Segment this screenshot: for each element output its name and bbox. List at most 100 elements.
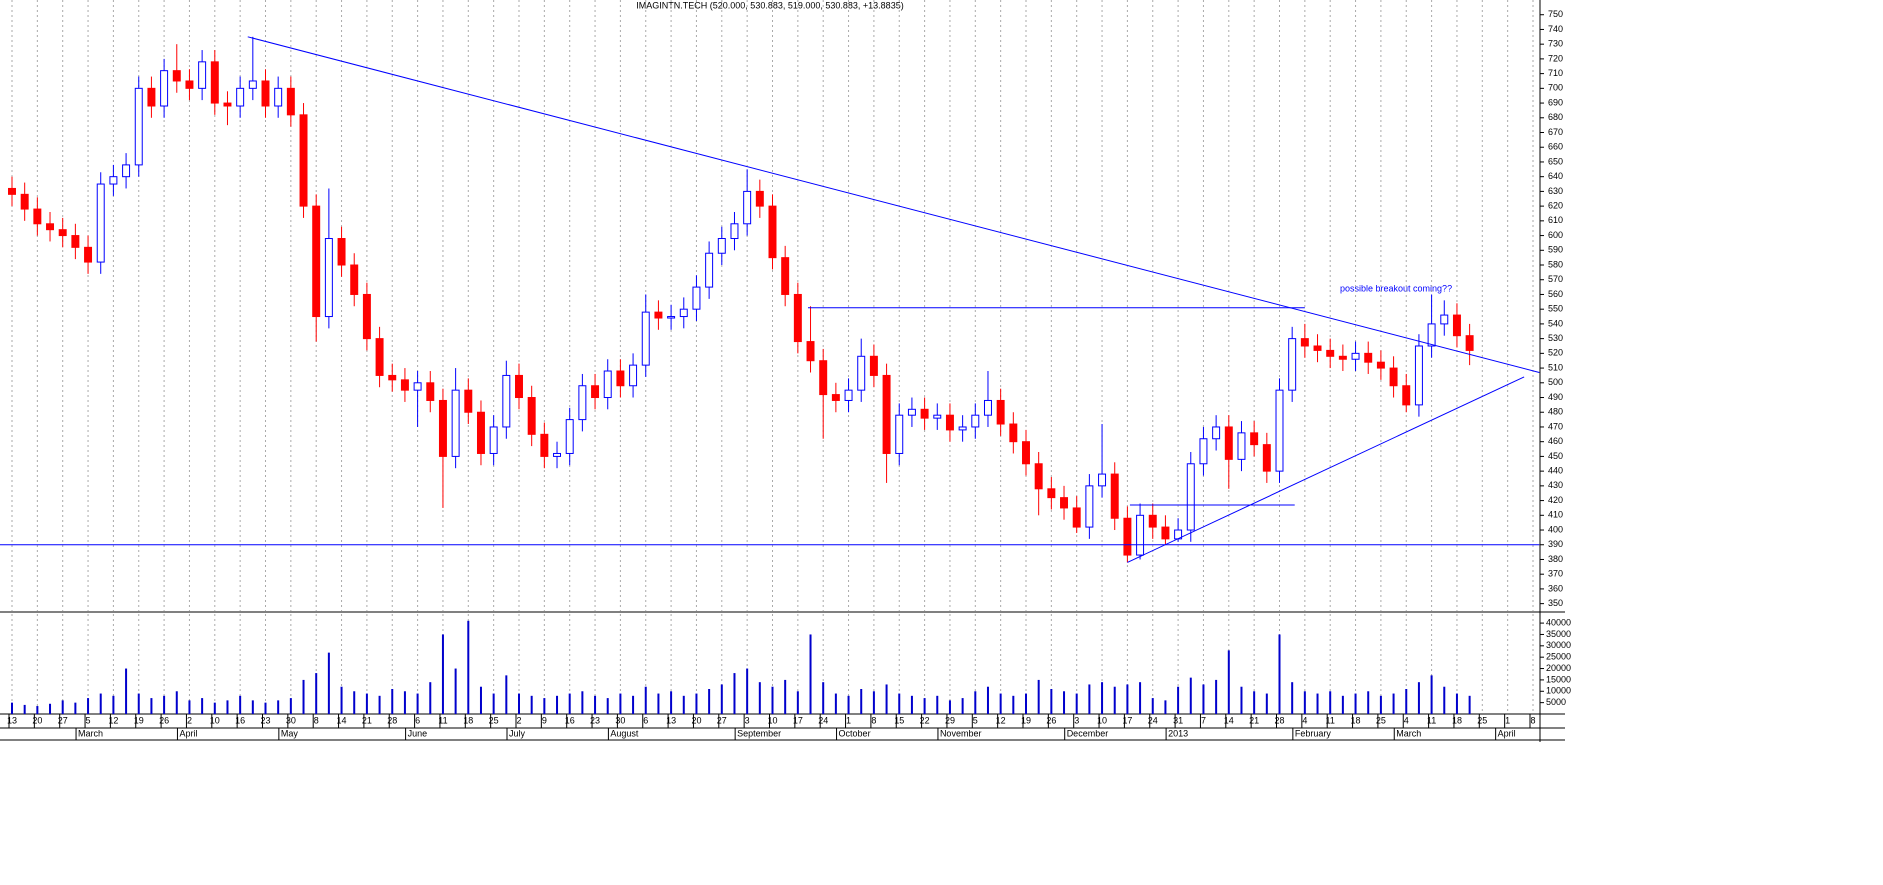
candle-body [806,341,815,362]
x-tick-label: 6 [415,715,420,725]
y-tick-label: 360 [1548,583,1563,593]
volume-bar [1379,695,1382,714]
candle-body [160,70,169,107]
candle-body [438,399,447,457]
volume-bar [1417,682,1420,714]
x-tick-label: 10 [210,715,220,725]
volume-bar [974,691,977,714]
candle-body [616,370,625,387]
y2-tick-label: 10000 [1546,686,1571,696]
y-tick-label: 730 [1548,39,1563,49]
month-label: August [610,728,639,738]
volume-bar [1443,686,1446,714]
volume-bar [492,693,495,714]
y-tick-label: 650 [1548,156,1563,166]
x-tick-label: 13 [666,715,676,725]
x-tick-label: 19 [134,715,144,725]
candle-body [933,414,942,419]
volume-bar [277,700,280,714]
x-tick-label: 16 [565,715,575,725]
volume-bar [125,668,128,714]
candle-body [540,433,549,457]
y2-tick-label: 30000 [1546,640,1571,650]
volume-bar [948,700,951,714]
month-label: April [1498,728,1516,738]
candle-body [907,408,916,416]
y-tick-label: 600 [1548,230,1563,240]
volume-bar [403,691,406,714]
candle-body [1351,352,1360,360]
candle-body [362,293,371,340]
y-tick-label: 570 [1548,274,1563,284]
volume-bar [746,668,749,714]
candle-body [1338,355,1347,360]
y-tick-label: 640 [1548,171,1563,181]
candle-body [591,385,600,399]
candle-body [717,238,726,254]
candle-body [337,238,346,266]
x-tick-label: 18 [463,715,473,725]
candle-body [667,316,676,319]
y-tick-label: 440 [1548,466,1563,476]
candle-body [945,414,954,431]
x-tick-label: 30 [615,715,625,725]
candle-body [46,223,55,231]
x-tick-label: 28 [387,715,397,725]
candle-body [1022,441,1030,465]
x-tick-label: 19 [1021,715,1031,725]
candle-body [1123,517,1132,556]
y2-tick-label: 40000 [1546,617,1571,627]
volume-bar [226,700,229,714]
candle-body [464,389,473,413]
x-tick-label: 25 [489,715,499,725]
y-tick-label: 750 [1548,9,1563,19]
volume-bar [479,686,482,714]
y-tick-label: 740 [1548,24,1563,34]
candle-body [755,190,764,207]
candle-body [553,452,562,457]
candle-body [172,70,181,82]
month-label: December [1067,728,1109,738]
candle-body [1060,497,1069,509]
x-tick-label: 13 [7,715,17,725]
volume-bar [1113,686,1116,714]
candle-body [109,176,118,185]
volume-bar [720,684,723,714]
volume-bar [378,695,381,714]
x-tick-label: 15 [894,715,904,725]
x-tick-label: 8 [1530,715,1535,725]
x-tick-label: 3 [745,715,750,725]
volume-bar [1341,695,1344,714]
volume-bar [87,698,90,714]
x-tick-label: 2 [187,715,192,725]
y-tick-label: 690 [1548,97,1563,107]
y-tick-label: 680 [1548,112,1563,122]
x-tick-label: 18 [1351,715,1361,725]
volume-bar [505,675,508,714]
candle-body [400,379,409,391]
y-tick-label: 490 [1548,392,1563,402]
volume-bar [518,693,520,714]
candle-body [629,364,638,387]
volume-bar [213,702,216,714]
candle-body [1136,514,1145,556]
volume-bar [163,695,166,714]
candle-body [1110,473,1119,519]
volume-bar [986,686,989,714]
candle-body [413,382,422,391]
candle-body [819,360,828,396]
x-tick-label: 16 [235,715,245,725]
candle-body [274,87,283,107]
volume-bar [188,700,191,714]
x-tick-label: 21 [1249,715,1259,725]
candle-body [895,414,904,454]
candle-body [299,114,308,207]
volume-bar [1215,679,1218,714]
volume-bar [49,703,52,714]
month-label: June [408,728,428,738]
month-label: February [1295,728,1332,738]
x-tick-label: 17 [1122,715,1132,725]
x-tick-label: 5 [973,715,978,725]
x-tick-label: 21 [362,715,372,725]
y-tick-label: 450 [1548,451,1563,461]
